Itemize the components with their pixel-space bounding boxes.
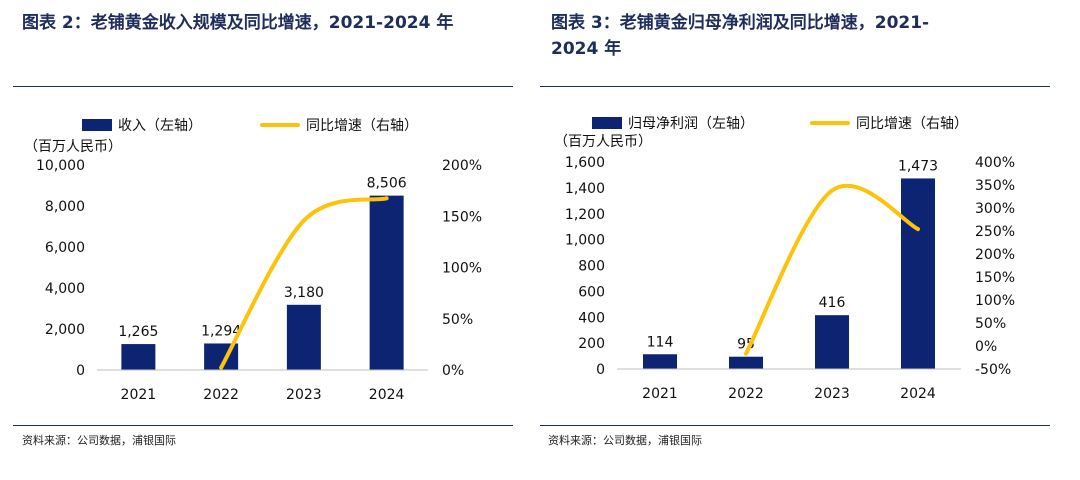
legend-bar-label: 归母净利润（左轴） (628, 115, 754, 132)
y-right-tick-label: 100% (975, 293, 1015, 309)
y-left-tick-label: 1,400 (565, 181, 605, 197)
x-tick-label: 2021 (121, 387, 157, 403)
left-figure: 图表 2：老铺黄金收入规模及同比增速，2021-2024 年 收入（左轴） 同比增… (0, 0, 530, 480)
y-left-tick-label: 400 (578, 310, 605, 326)
y-left-tick-label: 10,000 (36, 158, 85, 174)
y-left-tick-label: 1,600 (565, 155, 605, 171)
title-rule (13, 86, 513, 87)
source-note: 资料来源：公司数据，浦银国际 (548, 434, 702, 447)
y-right-tick-label: 250% (975, 224, 1015, 240)
legend-bar-swatch (592, 117, 622, 129)
title-rule (540, 86, 1050, 87)
bar (286, 304, 321, 370)
bar-value-label: 114 (647, 334, 674, 350)
y-right-tick-label: 0% (442, 363, 464, 379)
source-rule (13, 425, 513, 426)
bar (121, 344, 156, 370)
y-left-tick-label: 200 (578, 336, 605, 352)
y-axis-unit-label: （百万人民币） (24, 139, 122, 155)
y-right-tick-label: 50% (975, 316, 1006, 332)
x-tick-label: 2022 (728, 386, 764, 402)
y-axis-unit-label: （百万人民币） (554, 134, 652, 150)
y-right-tick-label: 350% (975, 178, 1015, 194)
y-right-tick-label: 200% (442, 158, 482, 174)
y-left-tick-label: 800 (578, 259, 605, 275)
source-note: 资料来源：公司数据，浦银国际 (22, 434, 176, 447)
y-right-tick-label: 300% (975, 201, 1015, 217)
x-tick-label: 2024 (369, 387, 405, 403)
y-right-tick-label: 50% (442, 312, 473, 328)
bar-value-label: 8,506 (367, 176, 407, 192)
growth-line (219, 196, 389, 370)
bar-value-label: 1,265 (118, 324, 158, 340)
y-left-tick-label: 8,000 (45, 199, 85, 215)
bar-value-label: 1,294 (201, 323, 241, 339)
bar (815, 315, 849, 369)
y-left-tick-label: 0 (596, 362, 605, 378)
y-right-tick-label: 400% (975, 155, 1015, 171)
y-left-tick-label: 1,000 (565, 233, 605, 249)
revenue-chart: 收入（左轴） 同比增速（右轴） （百万人民币） 0 2,000 4,000 6,000 8,0… (24, 118, 482, 403)
y-left-tick-label: 4,000 (45, 281, 85, 297)
x-tick-label: 2023 (814, 386, 850, 402)
bar (729, 356, 763, 369)
y-right-tick-label: 200% (975, 247, 1015, 263)
legend-bar-label: 收入（左轴） (118, 118, 202, 134)
y-right-tick-label: 150% (442, 209, 482, 225)
legend-line-label: 同比增速（右轴） (856, 116, 968, 132)
y-left-tick-label: 1,200 (565, 207, 605, 223)
x-tick-label: 2022 (203, 387, 239, 403)
bar (901, 178, 935, 369)
y-right-tick-label: -50% (975, 362, 1011, 378)
y-right-tick-label: 100% (442, 261, 482, 277)
bar-value-label: 3,180 (284, 285, 324, 301)
bar (643, 354, 677, 369)
bar-value-label: 416 (819, 295, 846, 311)
y-left-tick-label: 6,000 (45, 240, 85, 256)
y-right-tick-label: 150% (975, 270, 1015, 286)
figure-title: 图表 2：老铺黄金收入规模及同比增速，2021-2024 年 (22, 13, 454, 33)
y-left-tick-label: 0 (76, 363, 85, 379)
right-figure: 图表 3：老铺黄金归母净利润及同比增速，2021- 2024 年 归母净利润（左… (540, 0, 1080, 480)
legend-bar-swatch (82, 119, 112, 131)
x-tick-label: 2024 (900, 386, 936, 402)
x-tick-label: 2021 (642, 386, 678, 402)
y-left-tick-label: 2,000 (45, 322, 85, 338)
legend-line-label: 同比增速（右轴） (306, 118, 418, 134)
y-left-tick-label: 600 (578, 284, 605, 300)
x-tick-label: 2023 (286, 387, 322, 403)
net-profit-chart: 归母净利润（左轴） 同比增速（右轴） （百万人民币） 0 200 400 600 800 1,0… (554, 115, 1015, 402)
bar-value-label: 1,473 (898, 158, 938, 174)
y-right-tick-label: 0% (975, 339, 997, 355)
bar (369, 195, 404, 370)
growth-line (744, 183, 920, 356)
source-rule (540, 425, 1050, 426)
figure-title: 图表 3：老铺黄金归母净利润及同比增速，2021- 2024 年 (551, 13, 930, 59)
